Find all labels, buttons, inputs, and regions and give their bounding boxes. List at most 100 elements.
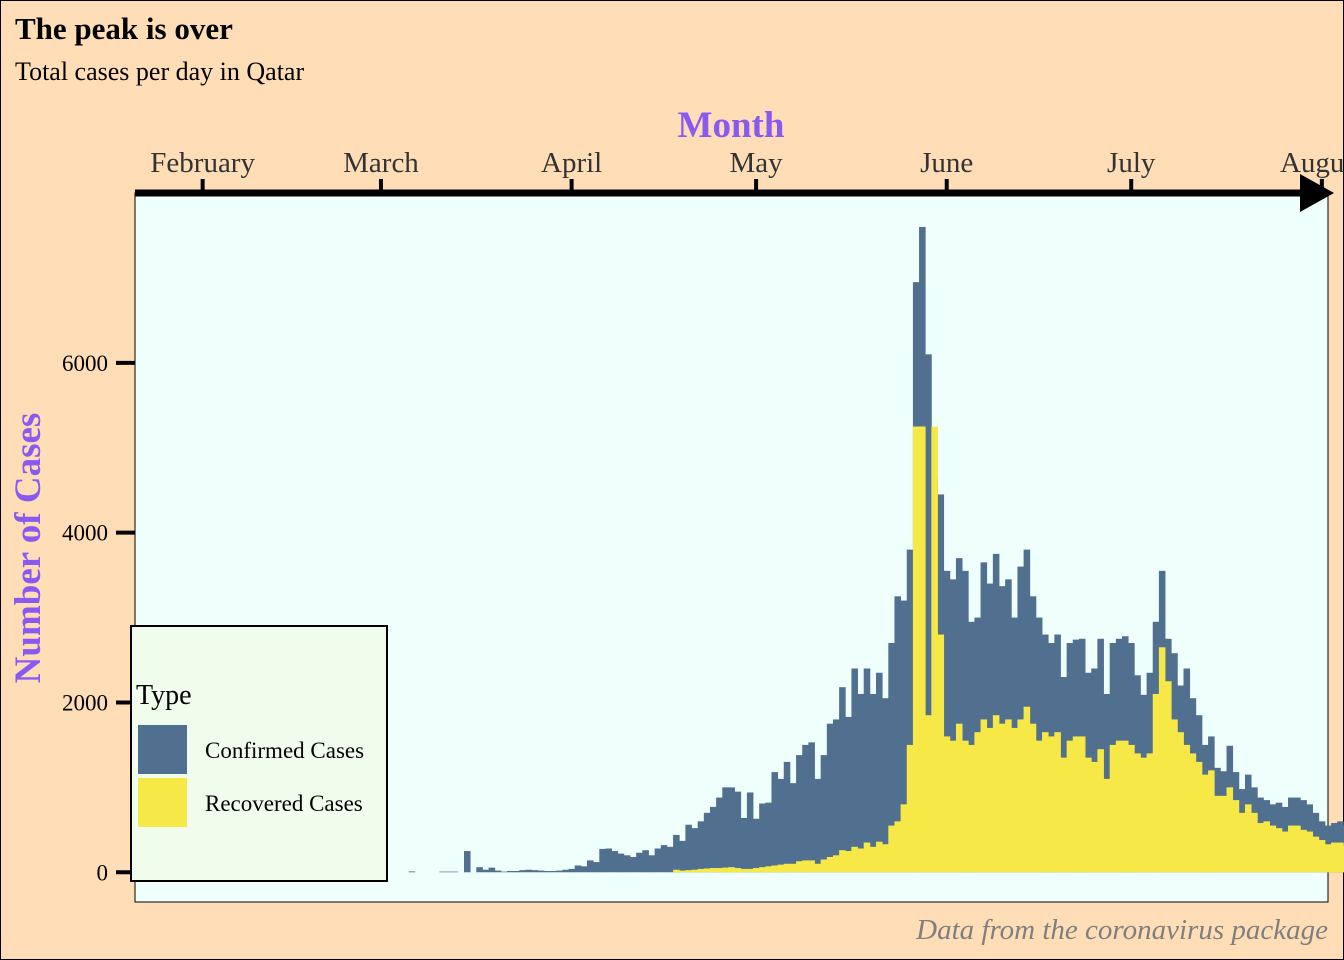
- recovered-bar: [1251, 812, 1258, 873]
- recovered-bar: [1183, 744, 1191, 873]
- x-axis: February March April May June July August: [135, 147, 1344, 212]
- confirmed-bar: [765, 802, 772, 873]
- confirmed-bar: [556, 870, 563, 873]
- confirmed-bar: [525, 869, 533, 873]
- recovered-bar: [882, 844, 889, 873]
- recovered-bar: [906, 744, 914, 873]
- recovered-bar: [1115, 740, 1123, 873]
- y-tick-label: 0: [97, 860, 109, 885]
- recovered-bar: [1220, 795, 1227, 873]
- recovered-bar: [1177, 732, 1184, 873]
- confirmed-bar: [580, 866, 588, 873]
- recovered-bar: [783, 863, 791, 873]
- confirmed-bar: [796, 755, 803, 873]
- confirmed-bar: [464, 851, 471, 873]
- recovered-bar: [1226, 787, 1234, 873]
- recovered-bar: [1275, 828, 1283, 873]
- recovered-bar: [925, 715, 932, 873]
- confirmed-bar: [943, 570, 951, 873]
- confirmed-bar: [746, 792, 754, 873]
- recovered-bar: [1324, 844, 1332, 873]
- confirmed-bar: [980, 562, 988, 873]
- recovered-bar: [1128, 744, 1135, 873]
- y-tick-label: 6000: [62, 351, 108, 376]
- legend: Type Confirmed Cases Recovered Cases: [130, 625, 388, 882]
- recovered-bar: [1331, 842, 1338, 873]
- confirmed-bar: [691, 828, 699, 873]
- confirmed-bar: [543, 871, 551, 873]
- recovered-bar: [937, 634, 945, 873]
- confirmed-bar: [876, 672, 883, 873]
- confirmed-bar: [605, 848, 612, 873]
- recovered-bar: [876, 841, 883, 873]
- confirmed-bar: [630, 857, 637, 873]
- recovered-bar: [826, 857, 834, 873]
- recovered-bar: [888, 825, 895, 873]
- recovered-bar: [974, 732, 981, 873]
- recovered-bar: [1109, 744, 1117, 873]
- confirmed-bar: [783, 761, 791, 873]
- legend-key-confirmed: [138, 725, 187, 774]
- recovered-bar: [857, 848, 865, 873]
- confirmed-bar: [992, 553, 1000, 873]
- recovered-bar: [949, 740, 957, 873]
- y-tick-label: 2000: [62, 690, 108, 715]
- recovered-bar: [1017, 719, 1024, 873]
- recovered-bar: [691, 869, 699, 873]
- chart-caption: Data from the coronavirus package: [915, 914, 1328, 946]
- y-axis: 0 2000 4000 6000: [62, 351, 135, 885]
- confirmed-bar: [500, 871, 508, 873]
- recovered-bar: [1189, 753, 1197, 873]
- recovered-bar: [740, 868, 748, 873]
- confirmed-bar: [771, 772, 779, 873]
- confirmed-bar: [734, 791, 742, 873]
- recovered-bar: [1257, 823, 1264, 873]
- recovered-bar: [716, 868, 723, 873]
- confirmed-bar: [623, 855, 631, 873]
- confirmed-bar: [728, 787, 735, 873]
- recovered-bar: [1097, 749, 1104, 873]
- recovered-bar: [685, 870, 692, 873]
- confirmed-bar: [679, 840, 686, 873]
- confirmed-bar: [1017, 566, 1024, 873]
- recovered-bar: [869, 846, 877, 873]
- confirmed-bar: [857, 693, 865, 873]
- confirmed-bar: [832, 719, 840, 873]
- confirmed-bar: [697, 821, 705, 873]
- recovered-bar: [1312, 836, 1320, 873]
- confirmed-bar: [611, 851, 619, 873]
- confirmed-bar: [648, 855, 656, 873]
- confirmed-bar: [716, 797, 723, 873]
- recovered-bar: [1214, 795, 1221, 873]
- recovered-bar: [765, 866, 772, 873]
- confirmed-bar: [962, 570, 969, 873]
- confirmed-bar: [925, 354, 932, 873]
- recovered-bar: [1048, 736, 1055, 873]
- recovered-bar: [1201, 774, 1209, 873]
- recovered-bar: [1300, 829, 1307, 873]
- confirmed-bar: [513, 871, 520, 873]
- confirmed-bar: [562, 869, 569, 873]
- y-axis-title: Number of Cases: [8, 413, 49, 684]
- legend-box: [130, 625, 388, 882]
- recovered-bar: [1337, 842, 1344, 873]
- recovered-bar: [1066, 740, 1074, 873]
- confirmed-bar: [709, 806, 717, 873]
- confirmed-bar: [666, 846, 674, 873]
- recovered-bar: [1281, 831, 1289, 873]
- recovered-bar: [802, 860, 809, 873]
- recovered-bar: [814, 863, 822, 873]
- confirmed-bar: [617, 853, 625, 873]
- x-tick-label: February: [150, 147, 255, 179]
- recovered-bar: [1158, 647, 1166, 873]
- recovered-bars: [673, 426, 1344, 873]
- recovered-bar: [1121, 740, 1129, 873]
- y-tick-label: 4000: [62, 521, 108, 546]
- confirmed-bar: [654, 848, 662, 873]
- confirmed-bar: [550, 871, 557, 873]
- recovered-bar: [1054, 732, 1061, 873]
- legend-label-recovered: Recovered Cases: [205, 791, 363, 816]
- recovered-bar: [796, 861, 803, 873]
- confirmed-bar: [820, 755, 828, 873]
- legend-label-confirmed: Confirmed Cases: [205, 738, 364, 763]
